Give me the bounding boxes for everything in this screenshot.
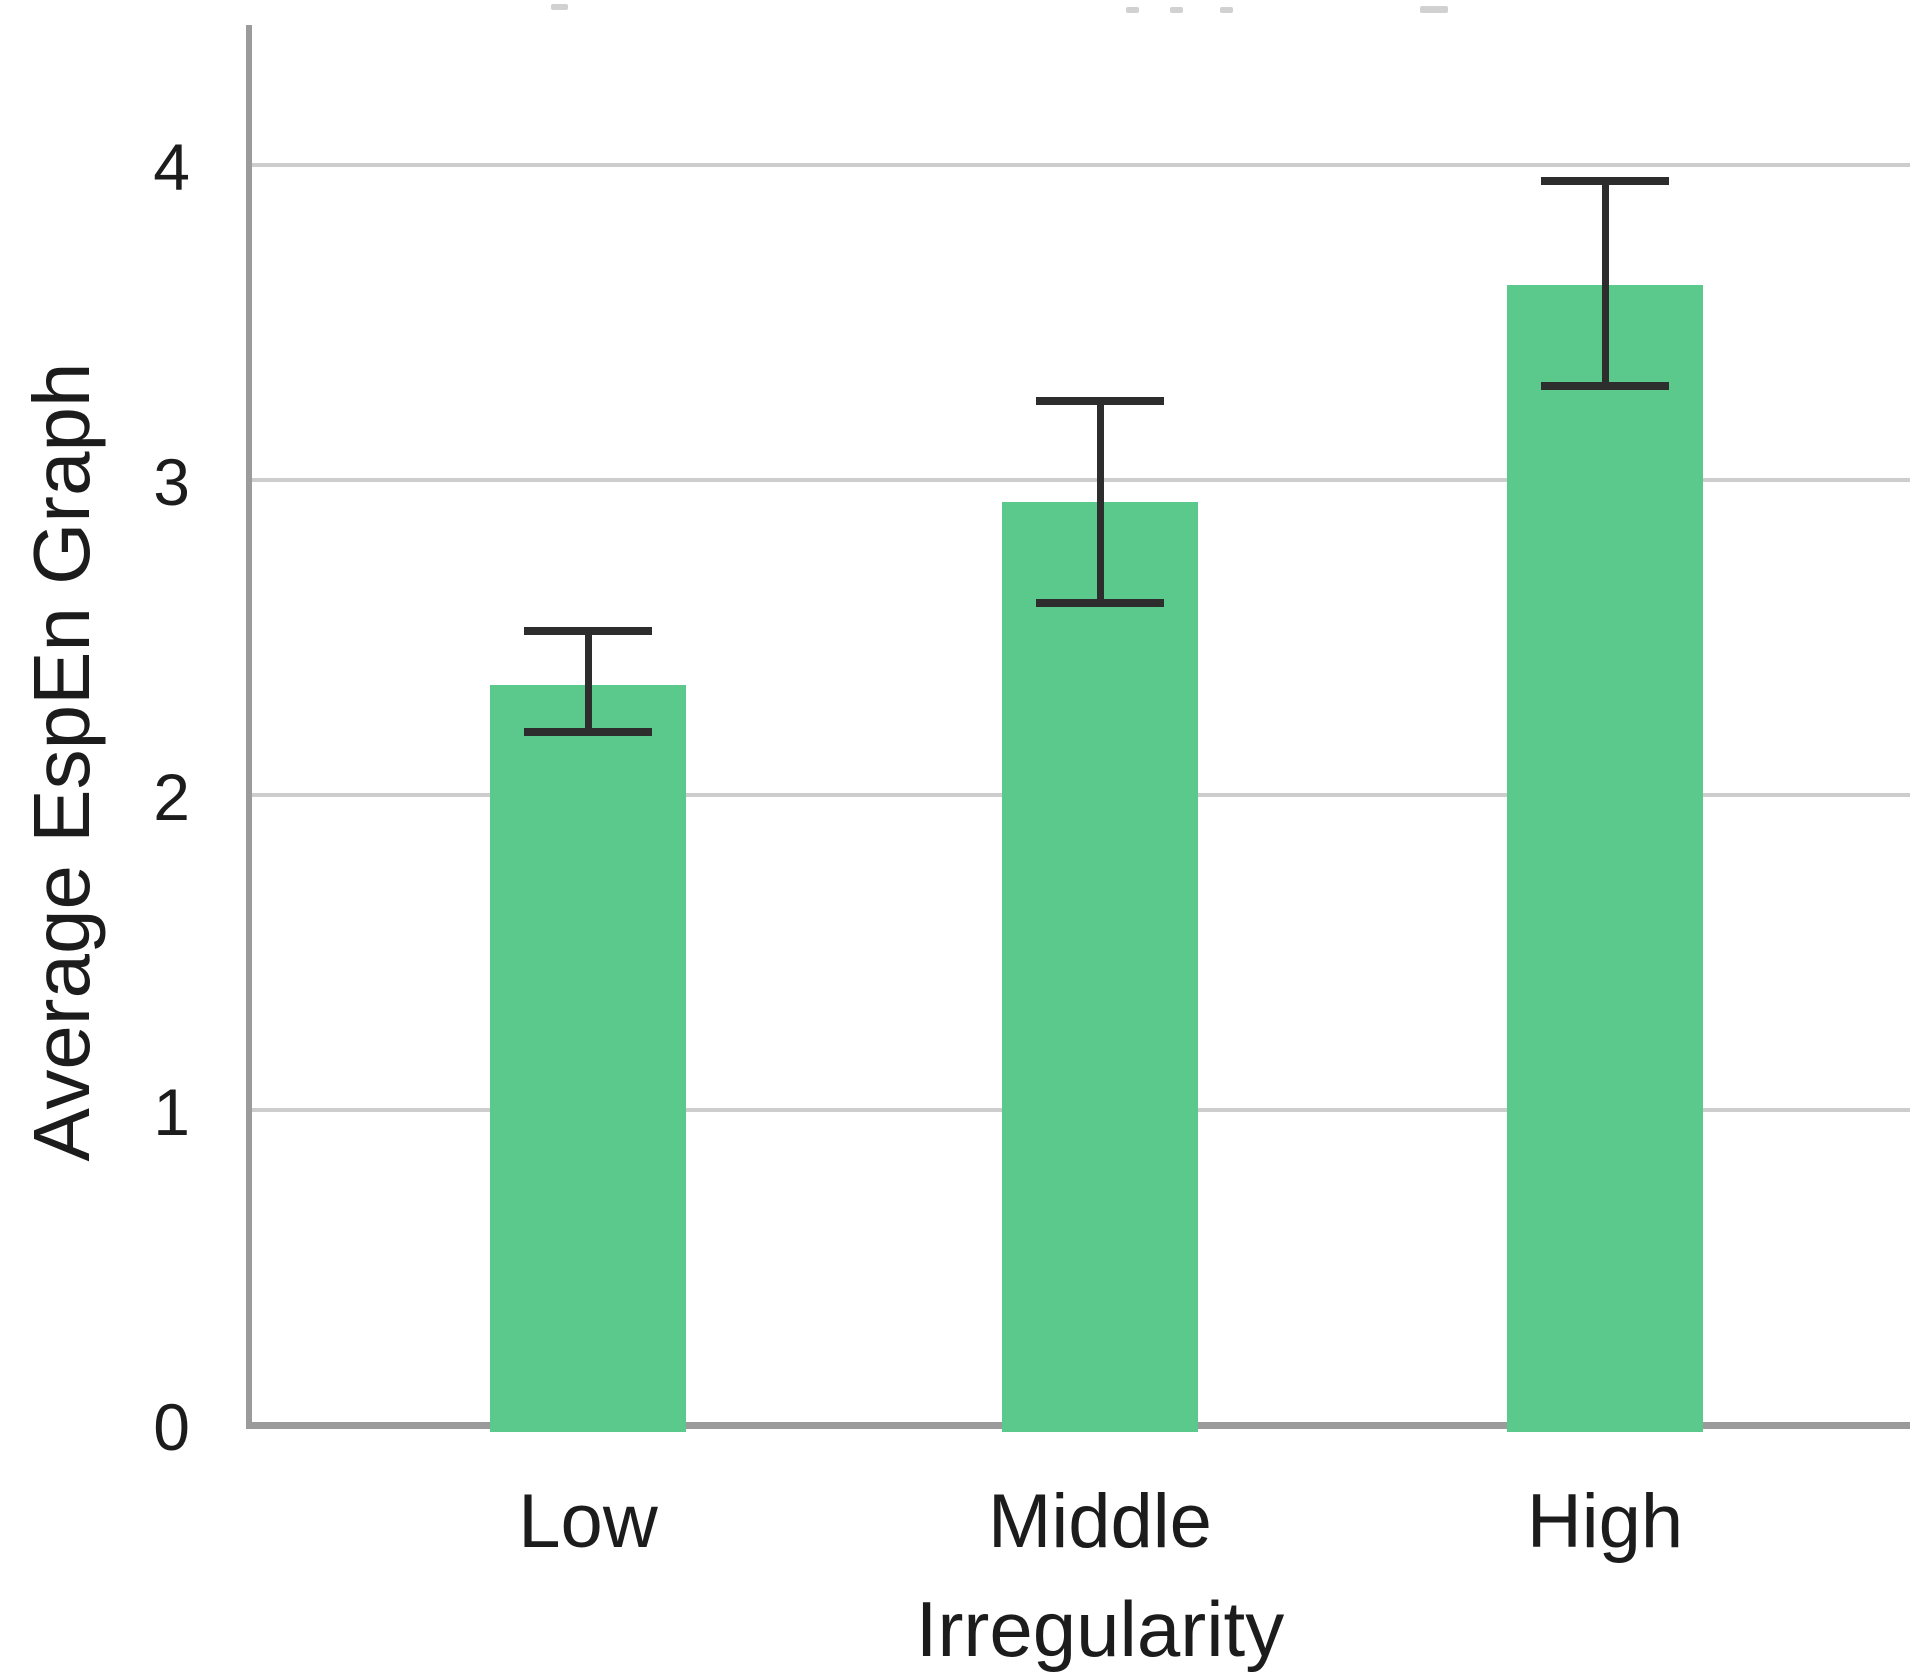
error-stem-high xyxy=(1601,180,1609,386)
edge-artifact xyxy=(551,4,568,10)
x-category-high: High xyxy=(1526,1479,1684,1564)
y-tick-3: 3 xyxy=(153,445,190,519)
y-tick-1: 1 xyxy=(153,1075,190,1149)
edge-artifact xyxy=(1220,7,1233,13)
bar-high xyxy=(1507,284,1703,1432)
error-cap-lower-low xyxy=(524,728,652,736)
y-tick-4: 4 xyxy=(153,130,190,204)
error-cap-upper-high xyxy=(1541,176,1669,185)
x-category-low: Low xyxy=(518,1479,658,1564)
edge-artifact xyxy=(1420,6,1448,13)
x-category-middle: Middle xyxy=(988,1479,1212,1564)
edge-artifact xyxy=(1170,7,1183,13)
y-tick-0: 0 xyxy=(153,1390,190,1464)
error-cap-upper-low xyxy=(524,627,652,636)
y-axis-line xyxy=(246,25,252,1429)
x-axis-title: Irregularity xyxy=(915,1585,1285,1672)
gridline-4 xyxy=(246,163,1910,167)
error-stem-low xyxy=(584,631,592,732)
edge-artifact xyxy=(1126,7,1139,13)
y-tick-2: 2 xyxy=(153,760,190,834)
error-cap-lower-high xyxy=(1541,381,1669,390)
gridline-3 xyxy=(246,478,1910,482)
error-cap-upper-middle xyxy=(1036,397,1164,406)
bar-middle xyxy=(1002,502,1198,1432)
error-cap-lower-middle xyxy=(1036,598,1164,607)
bar-low xyxy=(490,684,686,1432)
error-stem-middle xyxy=(1096,401,1104,603)
y-axis-title: Average EspEn Graph xyxy=(17,362,106,1162)
